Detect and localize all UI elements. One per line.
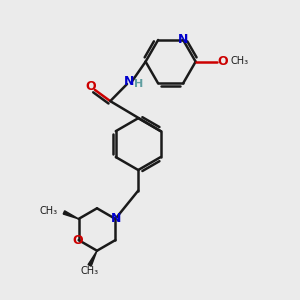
Text: O: O xyxy=(73,234,83,247)
Polygon shape xyxy=(88,251,97,266)
Polygon shape xyxy=(63,211,79,219)
Text: O: O xyxy=(85,80,96,94)
Text: H: H xyxy=(134,79,143,89)
Text: N: N xyxy=(178,33,189,46)
Text: CH₃: CH₃ xyxy=(39,206,57,216)
Text: CH₃: CH₃ xyxy=(231,56,249,66)
Text: O: O xyxy=(218,55,228,68)
Text: CH₃: CH₃ xyxy=(81,266,99,276)
Text: N: N xyxy=(110,212,121,225)
Text: N: N xyxy=(124,75,135,88)
